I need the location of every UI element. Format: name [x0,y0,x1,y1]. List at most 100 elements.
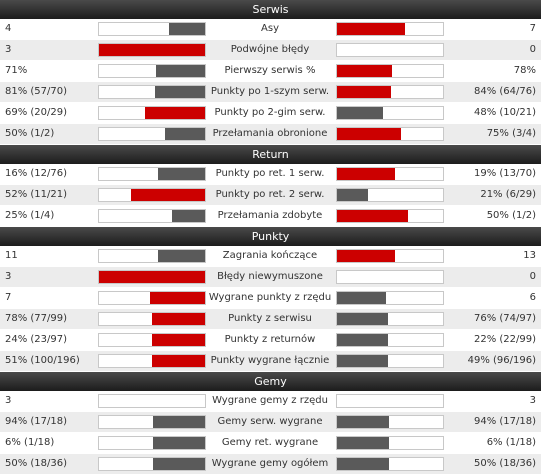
player1-bar-fill [152,355,205,367]
player2-bar-fill [337,86,392,98]
player2-value: 6 [529,292,536,303]
player2-bar [336,312,444,326]
stat-label: Punkty z serwisu [228,313,312,324]
section-header-return: Return [0,145,541,164]
player1-bar [98,436,206,450]
player2-bar-fill [337,250,396,262]
player1-bar-fill [158,250,205,262]
stat-row-punkty-z-returnow: 24% (23/97) Punkty z returnów 22% (22/99) [0,330,541,351]
player1-bar [98,188,206,202]
stat-label: Punkty po 2-gim serw. [214,107,326,118]
stat-row-gemy-ret-wygrane: 6% (1/18) Gemy ret. wygrane 6% (1/18) [0,433,541,454]
stat-label: Gemy ret. wygrane [221,437,319,448]
player1-bar-fill [152,334,205,346]
player1-bar [98,249,206,263]
player1-bar [98,415,206,429]
player1-bar [98,354,206,368]
player1-value: 50% (18/36) [5,458,68,469]
player2-bar-fill [337,189,368,201]
section-header-serwis: Serwis [0,0,541,19]
player2-bar-fill [337,292,386,304]
player2-bar [336,270,444,284]
player2-value: 78% [513,65,536,76]
player1-bar-fill [152,313,205,325]
player1-bar-fill [149,292,205,304]
player2-bar-fill [337,416,389,428]
player2-bar [336,167,444,181]
player1-bar [98,127,206,141]
stat-row-wygrane-gemy-z-rzedu: 3 Wygrane gemy z rzędu 3 [0,391,541,412]
stat-label: Przełamania obronione [212,128,328,139]
player2-value: 76% (74/97) [473,313,536,324]
player2-value: 22% (22/99) [473,334,536,345]
stat-row-asy: 4 Asy 7 [0,19,541,40]
player2-value: 50% (18/36) [473,458,536,469]
player1-value: 71% [5,65,28,76]
player2-bar [336,43,444,57]
section-header-punkty: Punkty [0,227,541,246]
stat-row-wygrane-punkty-z-rzedu: 7 Wygrane punkty z rzędu 6 [0,288,541,309]
stat-label: Punkty z returnów [224,334,316,345]
player1-value: 3 [5,271,12,282]
player2-bar [336,22,444,36]
player1-bar [98,106,206,120]
player1-bar [98,209,206,223]
player1-bar [98,167,206,181]
stat-label: Podwójne błędy [230,44,310,55]
player2-bar-fill [337,437,389,449]
player2-bar [336,188,444,202]
player1-value: 4 [5,23,12,34]
stat-label: Punkty po ret. 2 serw. [215,189,325,200]
stat-row-pierwszy-serwis: 71% Pierwszy serwis % 78% [0,61,541,82]
player2-bar [336,249,444,263]
stat-label: Punkty po 1-szym serw. [210,86,330,97]
player1-bar-fill [172,210,205,222]
player1-bar-fill [130,189,205,201]
stat-label: Wygrane gemy ogółem [211,458,329,469]
player2-bar [336,354,444,368]
player2-bar [336,64,444,78]
stat-row-punkty-po-1-szym-serw: 81% (57/70) Punkty po 1-szym serw. 84% (64… [0,82,541,103]
player1-bar [98,85,206,99]
player2-bar-fill [337,23,405,35]
player2-bar [336,127,444,141]
stat-label: Błędy niewymuszone [217,271,323,282]
player1-value: 94% (17/18) [5,416,68,427]
stat-label: Gemy serw. wygrane [217,416,323,427]
stat-label: Zagrania kończące [222,250,318,261]
stat-row-zagrania-konczace: 11 Zagrania kończące 13 [0,246,541,267]
stat-row-punkty-po-ret-2-serw: 52% (11/21) Punkty po ret. 2 serw. 21% (6/… [0,185,541,206]
player2-bar-fill [337,313,388,325]
player1-bar-fill [155,86,205,98]
stat-row-podwojne-bledy: 3 Podwójne błędy 0 [0,40,541,61]
player2-value: 13 [523,250,536,261]
player1-value: 51% (100/196) [5,355,80,366]
player1-bar-fill [156,65,205,77]
player1-value: 52% (11/21) [5,189,68,200]
player1-bar-fill [158,168,205,180]
section-header-gemy: Gemy [0,372,541,391]
player1-value: 25% (1/4) [5,210,55,221]
player2-value: 3 [529,395,536,406]
player1-value: 50% (1/2) [5,128,55,139]
player2-value: 6% (1/18) [486,437,536,448]
stat-row-punkty-po-ret-1-serw: 16% (12/76) Punkty po ret. 1 serw. 19% (13… [0,164,541,185]
player2-bar [336,457,444,471]
player1-bar [98,22,206,36]
player2-value: 0 [529,271,536,282]
player2-bar [336,394,444,408]
player1-bar [98,457,206,471]
stat-row-punkty-z-serwisu: 78% (77/99) Punkty z serwisu 76% (74/97) [0,309,541,330]
player1-bar-fill [153,416,205,428]
player1-bar-fill [144,107,205,119]
player1-value: 3 [5,44,12,55]
stat-row-punkty-po-2-gim-serw: 69% (20/29) Punkty po 2-gim serw. 48% (10/… [0,103,541,124]
player1-value: 7 [5,292,12,303]
player2-bar-fill [337,210,409,222]
player2-value: 7 [529,23,536,34]
stat-row-bledy-niewymuszone: 3 Błędy niewymuszone 0 [0,267,541,288]
player1-value: 11 [5,250,18,261]
player2-bar-fill [337,65,393,77]
player2-bar [336,209,444,223]
